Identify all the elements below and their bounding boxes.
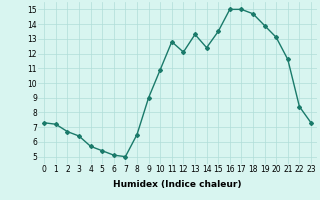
X-axis label: Humidex (Indice chaleur): Humidex (Indice chaleur) xyxy=(113,180,242,189)
